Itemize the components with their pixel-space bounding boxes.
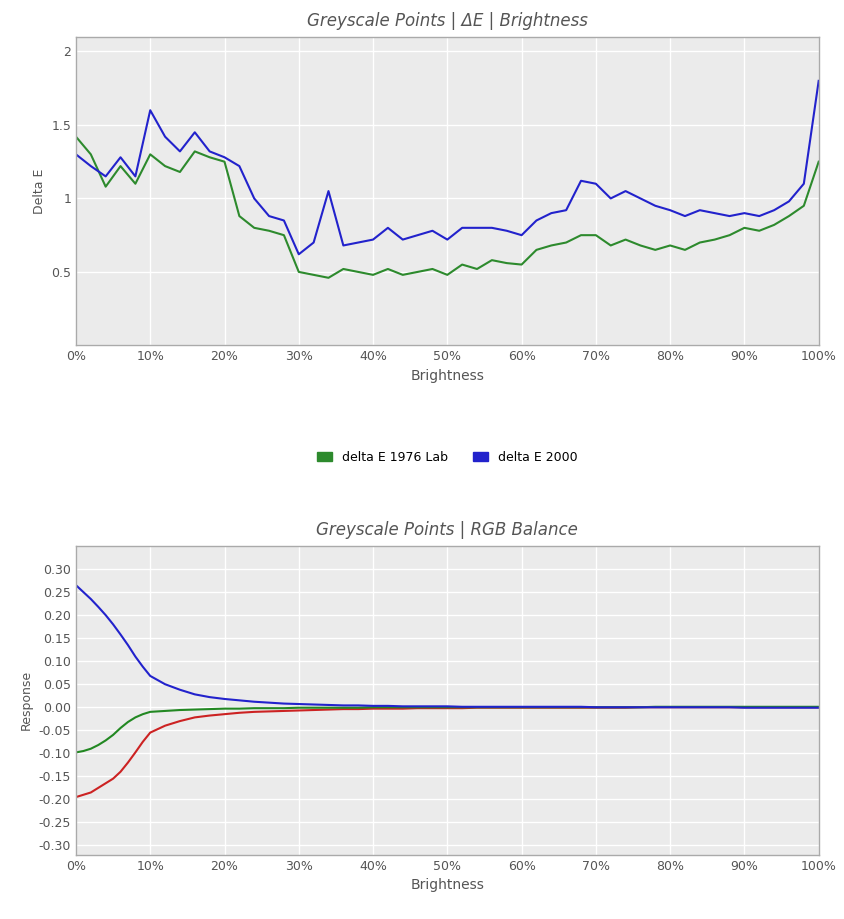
Y-axis label: Delta E: Delta E bbox=[33, 168, 46, 214]
Y-axis label: Response: Response bbox=[20, 670, 33, 731]
Title: Greyscale Points | RGB Balance: Greyscale Points | RGB Balance bbox=[316, 521, 578, 539]
X-axis label: Brightness: Brightness bbox=[410, 369, 484, 383]
Title: Greyscale Points | ΔE | Brightness: Greyscale Points | ΔE | Brightness bbox=[307, 12, 587, 29]
X-axis label: Brightness: Brightness bbox=[410, 878, 484, 892]
Legend: delta E 1976 Lab, delta E 2000: delta E 1976 Lab, delta E 2000 bbox=[312, 446, 582, 469]
